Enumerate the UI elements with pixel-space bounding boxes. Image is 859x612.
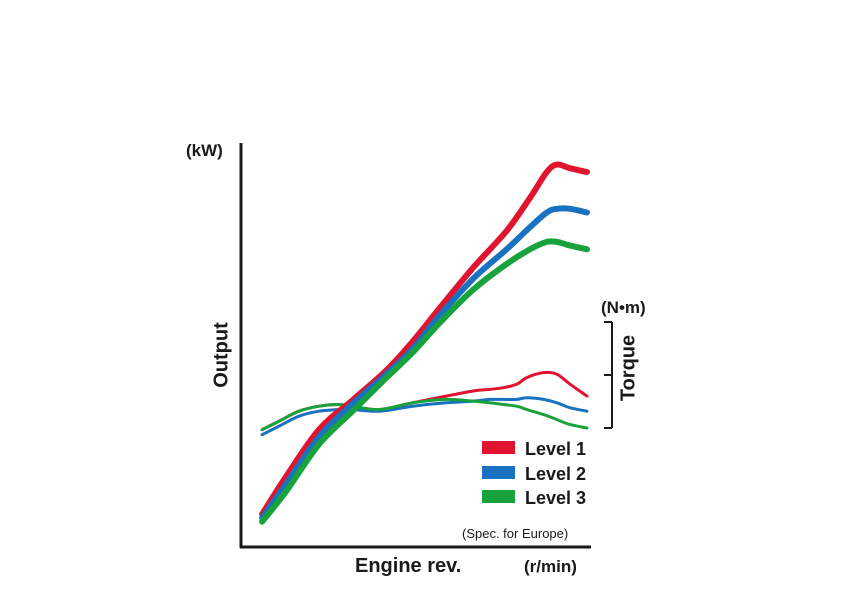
spec-note: (Spec. for Europe)	[462, 526, 569, 541]
output-line-level-2	[259, 205, 590, 521]
legend-swatch-level-2	[482, 466, 515, 479]
legend-label-level-1: Level 1	[525, 439, 587, 459]
torque-bracket	[604, 321, 613, 429]
y-axis-label: Output	[210, 322, 233, 388]
torque-line-level-3	[260, 397, 589, 432]
x-axis-unit: (r/min)	[524, 557, 577, 576]
legend-label-level-2: Level 2	[525, 464, 587, 484]
x-axis-label: Engine rev.	[355, 555, 462, 577]
y2-axis-label: Torque	[617, 334, 640, 402]
output-line-level-1	[259, 161, 590, 518]
series-layer	[259, 161, 590, 525]
y2-axis-unit: (N•m)	[601, 298, 646, 317]
legend-swatches	[482, 441, 515, 503]
torque-line-level-2	[260, 396, 589, 437]
y-axis-unit: (kW)	[186, 141, 223, 160]
legend-label-level-3: Level 3	[525, 488, 587, 508]
legend-swatch-level-3	[482, 490, 515, 503]
legend-swatch-level-1	[482, 441, 515, 454]
output-line-level-3	[259, 238, 590, 525]
